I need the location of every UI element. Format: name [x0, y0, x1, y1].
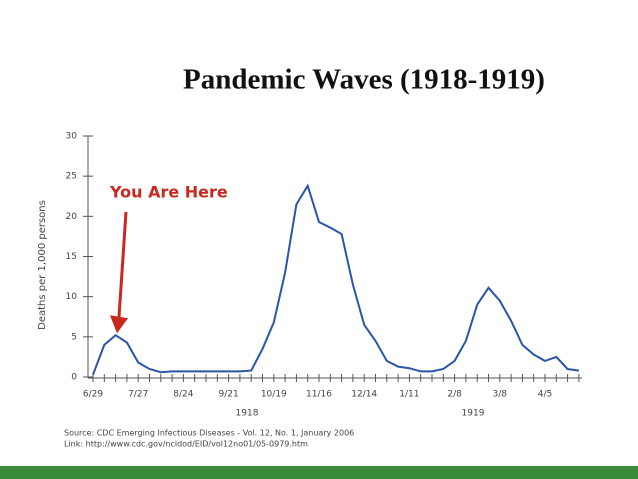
x-tick-label: 11/16 — [306, 390, 332, 400]
y-tick-label: 10 — [66, 292, 78, 302]
y-tick-label: 30 — [66, 132, 78, 142]
x-tick-label: 8/24 — [173, 390, 193, 400]
x-tick-label: 1/11 — [399, 390, 419, 400]
y-tick-label: 0 — [71, 373, 77, 383]
y-tick-label: 15 — [66, 252, 77, 262]
x-tick-label: 2/8 — [447, 390, 462, 400]
data-line — [92, 183, 580, 375]
year-label: 1919 — [462, 409, 485, 419]
x-tick-label: 3/8 — [493, 390, 508, 400]
year-label: 1918 — [236, 409, 259, 419]
source: Link: http://www.cdc.gov/ncidod/EID/vol1… — [64, 440, 308, 449]
y-tick-label: 25 — [66, 172, 77, 182]
source: Source: CDC Emerging Infectious Diseases… — [64, 429, 354, 438]
y-tick-label: 20 — [66, 212, 78, 222]
y-axis-label: Deaths per 1,000 persons — [37, 200, 48, 330]
annotation: You Are Here — [109, 183, 228, 202]
y-tick-label: 5 — [71, 332, 77, 342]
x-tick-label: 9/21 — [218, 390, 238, 400]
annotation-arrowhead — [110, 315, 128, 334]
x-tick-label: 7/27 — [128, 390, 148, 400]
annotation-arrow — [117, 211, 128, 318]
footer-bar — [0, 466, 638, 479]
x-tick-label: 4/5 — [538, 390, 552, 400]
x-tick-label: 6/29 — [83, 390, 103, 400]
chart-title: Pandemic Waves (1918-1919) — [183, 64, 545, 96]
x-tick-label: 12/14 — [351, 390, 377, 400]
x-tick-label: 10/19 — [261, 390, 287, 400]
